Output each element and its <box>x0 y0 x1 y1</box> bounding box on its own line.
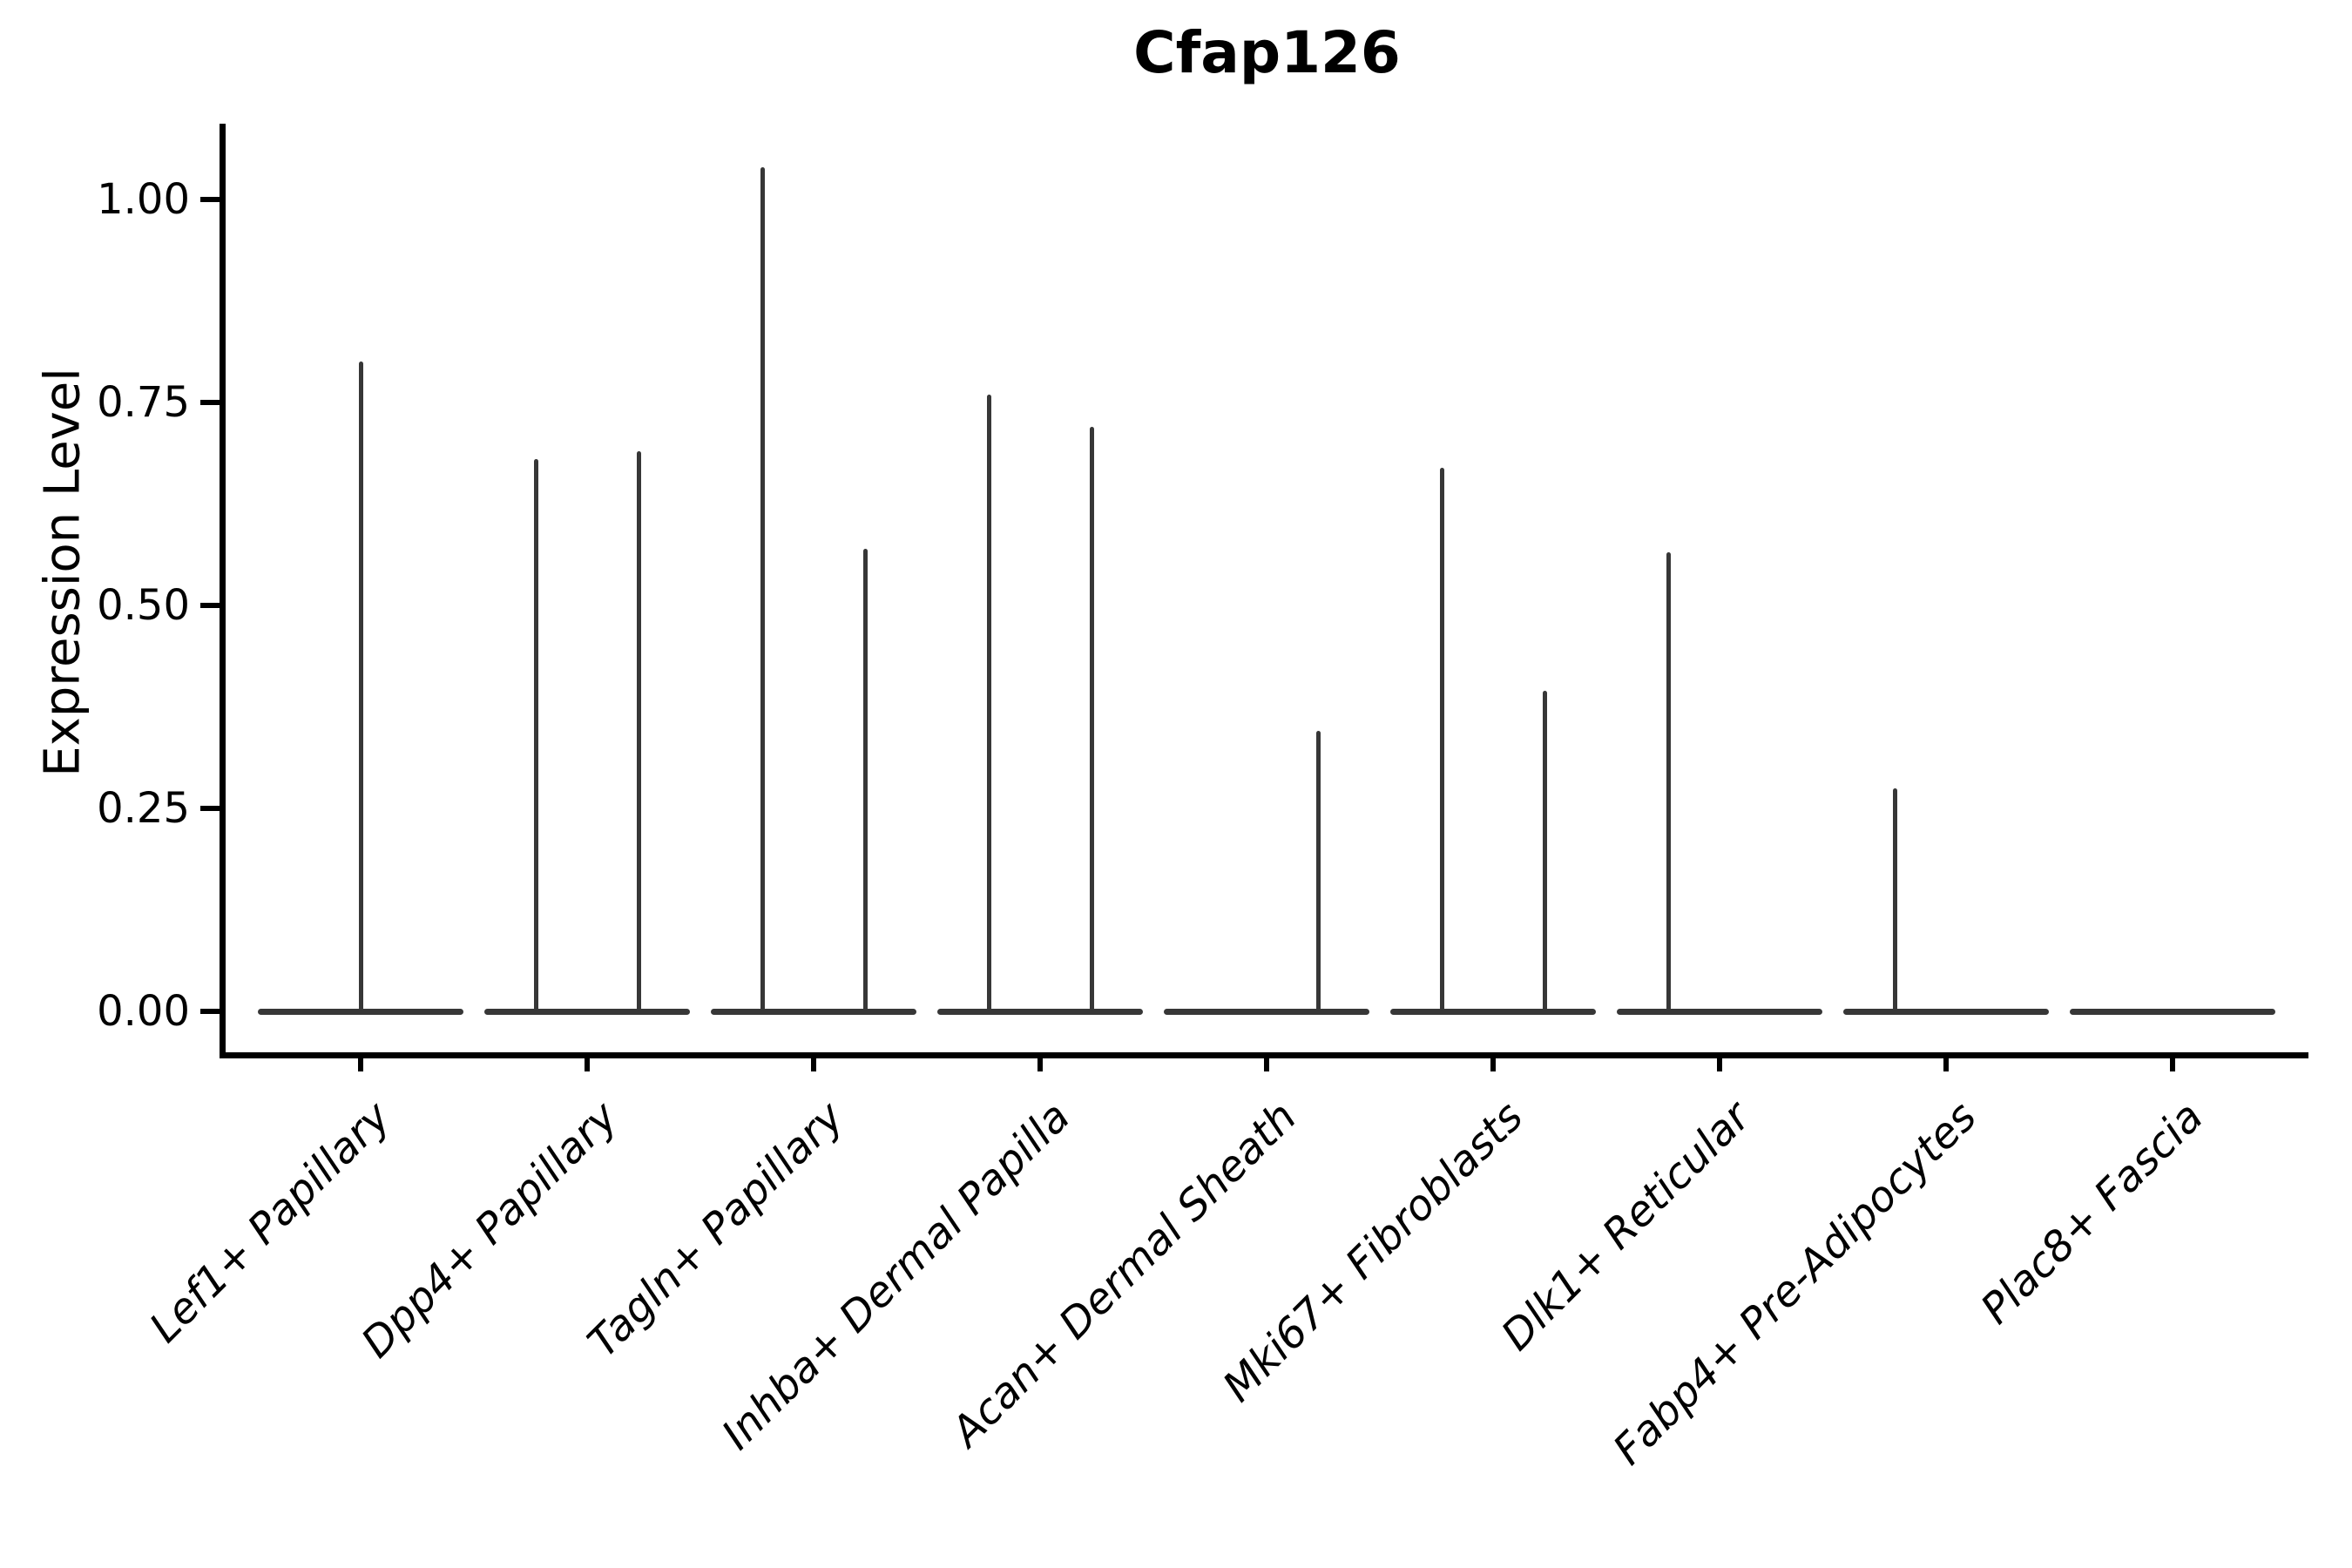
x-tick-mark <box>1490 1052 1496 1071</box>
y-tick-label: 0.75 <box>97 378 190 427</box>
violin-spike <box>986 394 991 1011</box>
violin-spike <box>1666 552 1671 1011</box>
violin-spike <box>862 548 868 1011</box>
violin-spike <box>533 459 538 1011</box>
y-tick-mark <box>200 1009 220 1014</box>
x-tick-mark <box>358 1052 363 1071</box>
violin-spike <box>1315 731 1321 1011</box>
x-tick-mark <box>1037 1052 1043 1071</box>
violin-spike <box>1089 426 1094 1011</box>
x-tick-label: Fabp4+ Pre-Adipocytes <box>1604 1092 1986 1475</box>
plot-title: Cfap126 <box>1133 19 1401 86</box>
x-tick-label: Plac8+ Fascia <box>1970 1092 2213 1334</box>
violin-body <box>1390 1008 1596 1015</box>
x-tick-mark <box>2170 1052 2175 1071</box>
violin-spike <box>1542 690 1547 1011</box>
violin-spike <box>1892 787 1897 1011</box>
violin-body <box>1164 1008 1369 1015</box>
violin-spike <box>636 450 641 1011</box>
x-tick-mark <box>1943 1052 1949 1071</box>
x-tick-label: Lef1+ Papillary <box>140 1092 401 1353</box>
x-tick-mark <box>811 1052 816 1071</box>
x-tick-label: Dlk1+ Reticular <box>1491 1092 1760 1361</box>
x-tick-mark <box>585 1052 590 1071</box>
violin-body <box>1843 1008 2049 1015</box>
y-tick-mark <box>200 806 220 811</box>
x-tick-mark <box>1717 1052 1722 1071</box>
y-tick-label: 0.00 <box>97 987 190 1036</box>
violin-body <box>937 1008 1143 1015</box>
violin-body <box>711 1008 916 1015</box>
violin-body <box>484 1008 690 1015</box>
y-axis-title: Expression Level <box>34 368 91 777</box>
violin-spike <box>1439 467 1444 1011</box>
violin-spike <box>760 166 765 1011</box>
y-tick-mark <box>200 603 220 608</box>
violin-body <box>1617 1008 1822 1015</box>
y-tick-mark <box>200 400 220 405</box>
y-tick-label: 1.00 <box>97 175 190 224</box>
x-tick-mark <box>1264 1052 1269 1071</box>
violin-body <box>2070 1008 2275 1015</box>
y-tick-label: 0.25 <box>97 784 190 833</box>
y-tick-label: 0.50 <box>97 581 190 630</box>
y-tick-mark <box>200 197 220 202</box>
plot-panel <box>220 124 2308 1058</box>
violin-spike <box>358 362 363 1011</box>
violin-body <box>258 1008 463 1015</box>
